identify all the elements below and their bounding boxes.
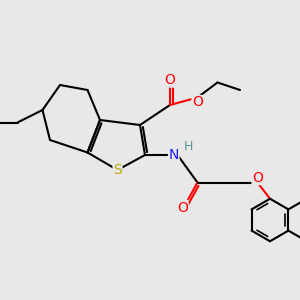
Text: O: O [177, 200, 188, 214]
Text: N: N [169, 148, 179, 162]
Text: O: O [165, 73, 176, 87]
Text: O: O [252, 170, 263, 184]
Text: O: O [192, 95, 203, 110]
Text: H: H [184, 140, 194, 153]
Text: S: S [113, 163, 122, 177]
